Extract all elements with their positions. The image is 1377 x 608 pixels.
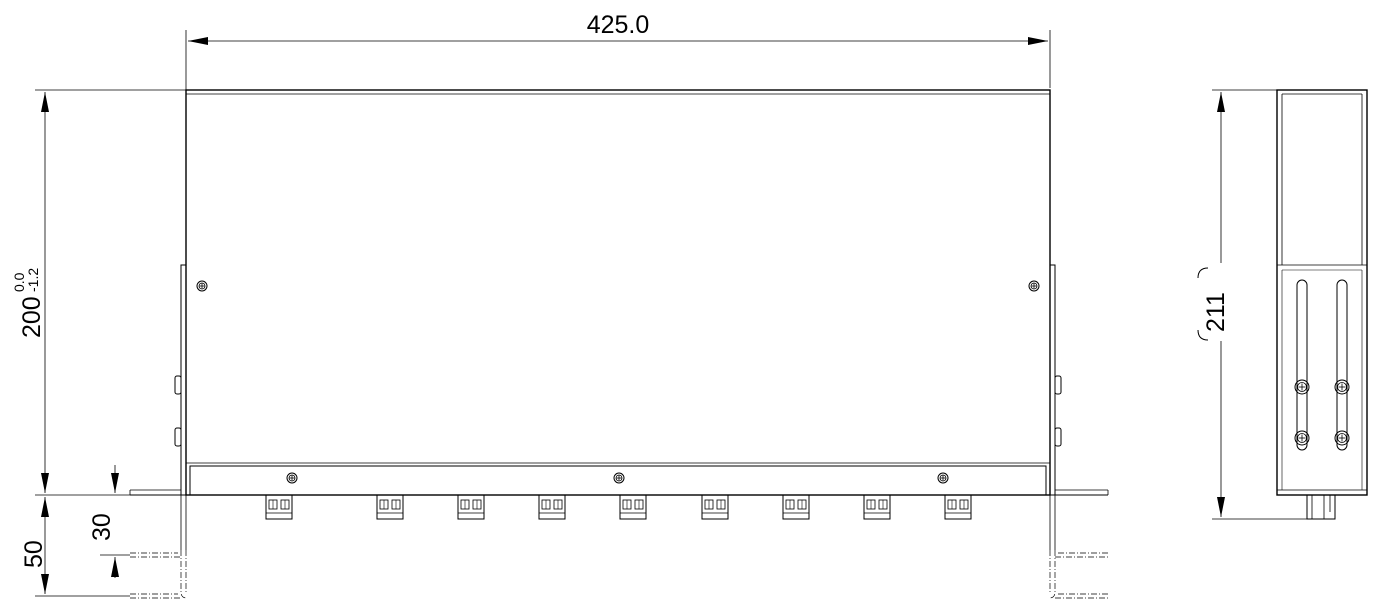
height-dim-label: 200: [18, 296, 46, 338]
connector-terminal: [863, 494, 891, 520]
height-tol-upper: 0.0: [11, 272, 27, 292]
connector-terminal: [457, 494, 485, 520]
left-mounting-bracket: [129, 489, 187, 550]
left-flange: [174, 264, 187, 496]
side-height-dimension: 211: [1197, 89, 1307, 520]
side-housing: [1276, 89, 1368, 496]
screw-icon: [1294, 379, 1310, 395]
front-view: [129, 89, 1109, 599]
screw-icon: [196, 280, 208, 292]
housing-body: [185, 89, 1051, 496]
connector-terminal: [376, 494, 404, 520]
alternate-bracket-positions: [130, 550, 1108, 599]
bracket-dim-large-label: 50: [20, 540, 48, 568]
right-mounting-bracket: [1049, 489, 1109, 550]
connector-terminal: [782, 494, 810, 520]
connector-terminal: [944, 494, 972, 520]
adjust-slot: [1296, 279, 1308, 451]
screw-icon: [1294, 430, 1310, 446]
adjust-slot: [1336, 279, 1348, 451]
right-flange: [1049, 264, 1062, 496]
connector-terminal: [619, 494, 647, 520]
width-dimension: 425.0: [185, 11, 1051, 90]
screw-icon: [1334, 430, 1350, 446]
width-dim-label: 425.0: [587, 11, 650, 39]
screw-icon: [937, 472, 949, 484]
bracket-dim-small-label: 30: [88, 513, 116, 541]
height-dimension: 200 0.0 -1.2: [11, 89, 186, 496]
screw-icon: [1334, 379, 1350, 395]
connector-terminal: [538, 494, 566, 520]
screw-icon: [613, 472, 625, 484]
side-connector: [1306, 494, 1336, 520]
connector-terminal: [265, 494, 293, 520]
screw-icon: [286, 472, 298, 484]
connector-terminal: [701, 494, 729, 520]
side-view: 211: [1197, 89, 1368, 520]
height-tol-lower: -1.2: [25, 268, 41, 292]
connector-strip: [189, 465, 1047, 496]
screw-icon: [1028, 280, 1040, 292]
bracket-dimension-small: 30: [88, 465, 130, 578]
bracket-dimension-large: 50: [20, 497, 130, 597]
side-height-dim-label: 211: [1202, 292, 1230, 332]
